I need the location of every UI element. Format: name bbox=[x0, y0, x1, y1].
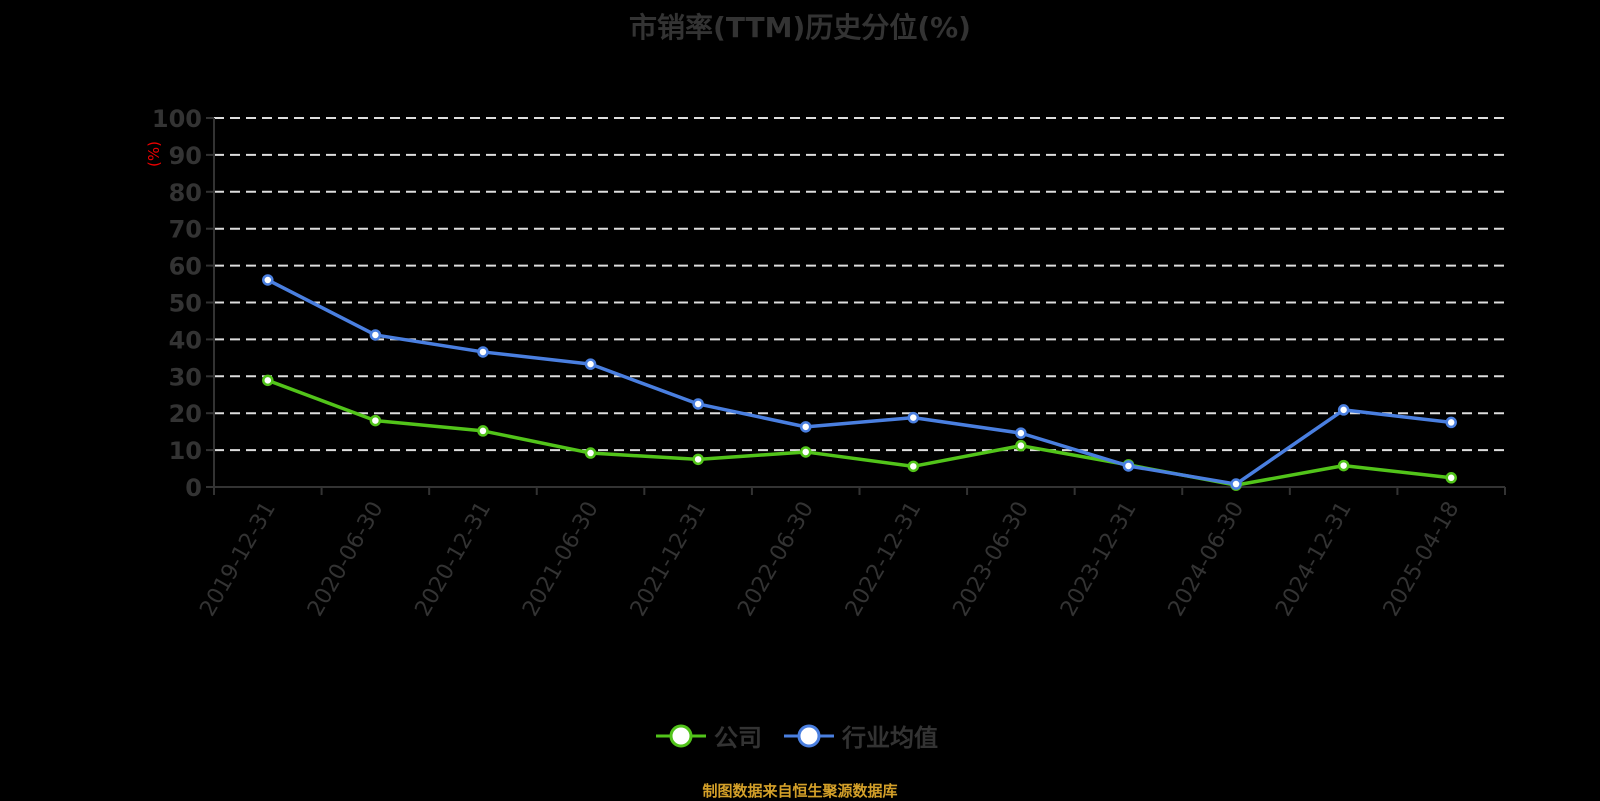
data-point[interactable] bbox=[1337, 459, 1350, 472]
y-tick-label: 60 bbox=[169, 253, 202, 281]
x-tick-label: 2024-12-31 bbox=[1271, 498, 1357, 621]
y-tick-label: 40 bbox=[169, 326, 202, 354]
x-tick-label: 2025-04-18 bbox=[1379, 498, 1465, 621]
y-tick-label: 30 bbox=[169, 363, 202, 391]
series-line bbox=[266, 278, 1452, 486]
data-point[interactable] bbox=[584, 358, 597, 370]
x-tick-label: 2022-12-31 bbox=[841, 498, 927, 621]
legend-item-industry-avg[interactable]: 行业均值 bbox=[784, 718, 938, 753]
legend-label: 行业均值 bbox=[842, 724, 938, 752]
data-point[interactable] bbox=[692, 453, 704, 466]
data-point[interactable] bbox=[369, 414, 382, 427]
series-line bbox=[267, 378, 1452, 487]
line-chart: 0 10 20 30 40 50 60 70 80 90 100 2019-12-31 2020-06-… bbox=[152, 105, 1506, 621]
chart-title: 市销率(TTM)历史分位(%) bbox=[629, 11, 971, 44]
data-point[interactable] bbox=[369, 329, 382, 341]
data-point[interactable] bbox=[907, 411, 920, 424]
x-tick-label: 2023-12-31 bbox=[1056, 498, 1142, 621]
y-tick-label: 70 bbox=[169, 216, 202, 244]
data-point[interactable] bbox=[262, 274, 274, 286]
x-tick-label: 2020-06-30 bbox=[303, 498, 389, 621]
legend: 公司 行业均值 bbox=[656, 718, 950, 753]
data-point[interactable] bbox=[1122, 460, 1135, 472]
data-source-footer: 制图数据来自恒生聚源数据库 bbox=[702, 782, 898, 800]
data-point[interactable] bbox=[1337, 404, 1350, 416]
y-tick-label: 80 bbox=[169, 179, 202, 207]
data-point[interactable] bbox=[477, 346, 489, 358]
data-point[interactable] bbox=[477, 425, 489, 437]
x-tick-label: 2022-06-30 bbox=[733, 498, 819, 621]
data-point[interactable] bbox=[1230, 478, 1242, 490]
x-tick-label: 2021-06-30 bbox=[518, 498, 604, 621]
y-tick-label: 10 bbox=[169, 437, 202, 465]
legend-marker-green-icon bbox=[656, 724, 706, 747]
data-point[interactable] bbox=[1445, 416, 1457, 429]
y-tick-label: 90 bbox=[169, 142, 202, 170]
data-point[interactable] bbox=[799, 421, 812, 433]
y-tick-label: 100 bbox=[152, 105, 202, 133]
data-point[interactable] bbox=[692, 398, 704, 410]
data-point[interactable] bbox=[1015, 439, 1027, 452]
x-tick-label: 2019-12-31 bbox=[195, 498, 281, 621]
x-tick-label: 2020-12-31 bbox=[411, 498, 497, 621]
data-point[interactable] bbox=[1445, 472, 1457, 484]
x-tick-label: 2021-12-31 bbox=[626, 498, 712, 621]
y-tick-label: 0 bbox=[185, 474, 202, 502]
data-point[interactable] bbox=[262, 374, 274, 387]
y-tick-label: 50 bbox=[169, 290, 202, 318]
legend-label: 公司 bbox=[714, 724, 762, 752]
y-tick-label: 20 bbox=[169, 400, 202, 428]
data-point[interactable] bbox=[907, 460, 920, 473]
x-tick-label: 2024-06-30 bbox=[1164, 498, 1250, 621]
legend-marker-blue-icon bbox=[784, 724, 834, 747]
legend-item-company[interactable]: 公司 bbox=[656, 718, 762, 753]
data-point[interactable] bbox=[1015, 427, 1027, 439]
data-point[interactable] bbox=[584, 447, 597, 459]
x-tick-label: 2023-06-30 bbox=[948, 498, 1034, 621]
data-point[interactable] bbox=[799, 446, 812, 458]
